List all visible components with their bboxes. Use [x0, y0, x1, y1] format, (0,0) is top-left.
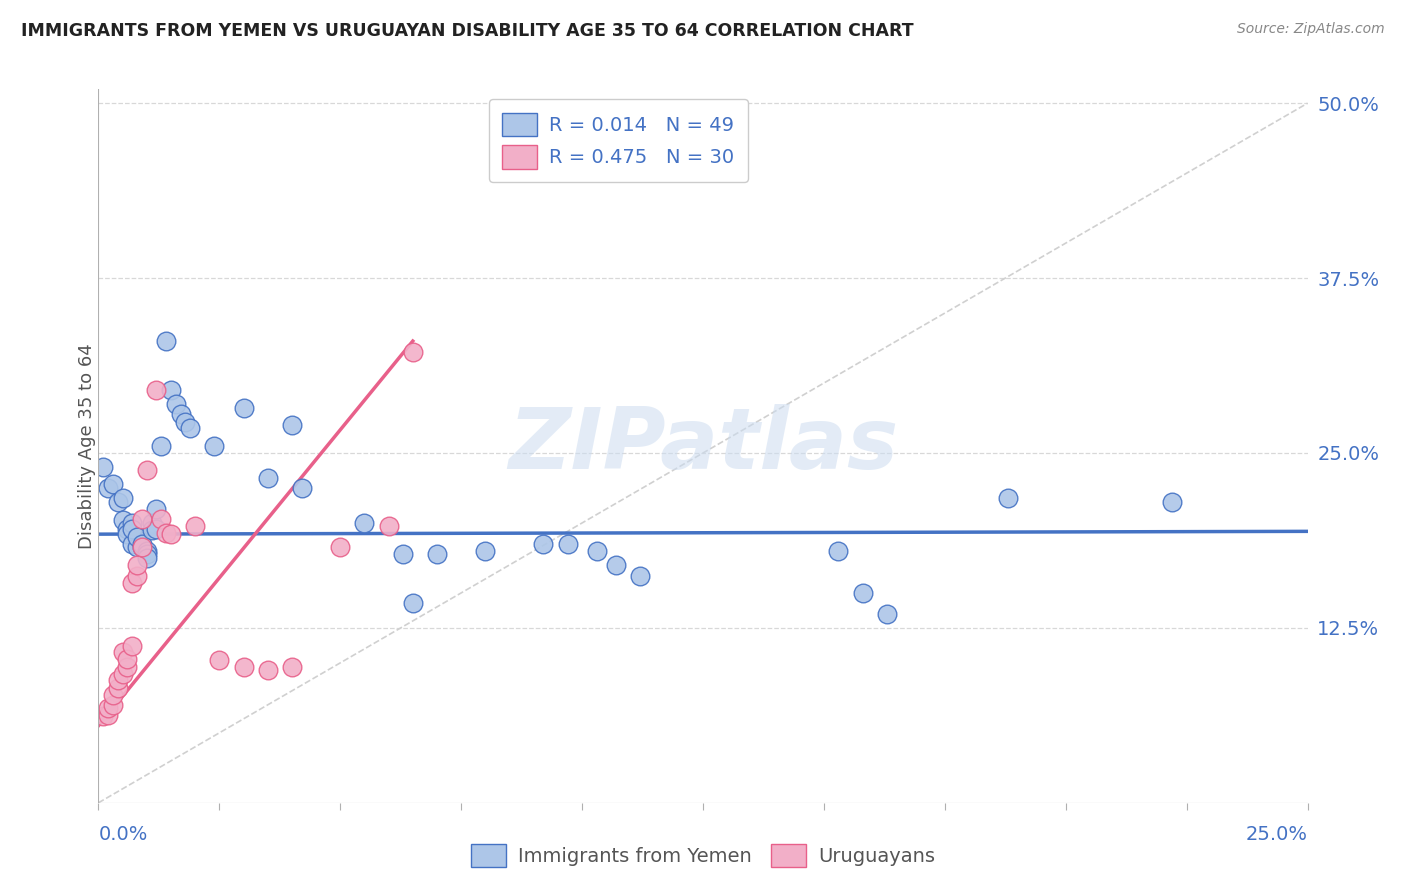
- Point: [628, 569, 651, 583]
- Point: [256, 663, 278, 677]
- Point: [174, 415, 197, 429]
- Point: [141, 516, 163, 530]
- Point: [160, 527, 183, 541]
- Point: [141, 523, 163, 537]
- Point: [101, 476, 124, 491]
- Point: [281, 417, 304, 432]
- Point: [852, 586, 875, 600]
- Point: [127, 540, 149, 554]
- Point: [97, 481, 120, 495]
- Point: [876, 607, 898, 621]
- Point: [145, 502, 167, 516]
- Text: IMMIGRANTS FROM YEMEN VS URUGUAYAN DISABILITY AGE 35 TO 64 CORRELATION CHART: IMMIGRANTS FROM YEMEN VS URUGUAYAN DISAB…: [21, 22, 914, 40]
- Point: [392, 547, 415, 561]
- Point: [145, 383, 167, 397]
- Point: [117, 527, 139, 541]
- Point: [184, 518, 207, 533]
- Text: 25.0%: 25.0%: [1246, 825, 1308, 844]
- Point: [127, 558, 149, 572]
- Point: [256, 471, 278, 485]
- Point: [107, 495, 129, 509]
- Point: [605, 558, 627, 572]
- Point: [121, 516, 143, 530]
- Point: [402, 596, 425, 610]
- Point: [135, 544, 157, 558]
- Point: [150, 512, 173, 526]
- Point: [121, 537, 143, 551]
- Point: [557, 537, 579, 551]
- Point: [111, 667, 134, 681]
- Text: 0.0%: 0.0%: [98, 825, 148, 844]
- Point: [111, 491, 134, 505]
- Point: [232, 660, 254, 674]
- Point: [135, 550, 157, 565]
- Point: [997, 491, 1019, 505]
- Y-axis label: Disability Age 35 to 64: Disability Age 35 to 64: [79, 343, 96, 549]
- Point: [131, 540, 153, 554]
- Point: [204, 439, 226, 453]
- Point: [101, 688, 124, 702]
- Point: [281, 660, 304, 674]
- Point: [474, 544, 496, 558]
- Point: [827, 544, 849, 558]
- Point: [121, 522, 143, 536]
- Point: [117, 660, 139, 674]
- Point: [155, 525, 177, 540]
- Point: [101, 698, 124, 712]
- Point: [402, 345, 425, 359]
- Point: [329, 540, 352, 554]
- Point: [135, 463, 157, 477]
- Point: [91, 709, 114, 723]
- Point: [111, 513, 134, 527]
- Point: [97, 707, 120, 722]
- Point: [353, 516, 375, 530]
- Point: [290, 481, 312, 495]
- Text: ZIPatlas: ZIPatlas: [508, 404, 898, 488]
- Point: [1161, 495, 1184, 509]
- Point: [377, 518, 399, 533]
- Point: [91, 460, 114, 475]
- Point: [165, 397, 187, 411]
- Point: [107, 673, 129, 687]
- Point: [131, 537, 153, 551]
- Point: [160, 383, 183, 397]
- Point: [121, 576, 143, 591]
- Point: [155, 334, 177, 348]
- Point: [531, 537, 554, 551]
- Point: [127, 530, 149, 544]
- Point: [426, 547, 449, 561]
- Text: Source: ZipAtlas.com: Source: ZipAtlas.com: [1237, 22, 1385, 37]
- Point: [179, 421, 201, 435]
- Point: [150, 439, 173, 453]
- Point: [145, 522, 167, 536]
- Point: [232, 401, 254, 416]
- Point: [208, 653, 231, 667]
- Point: [117, 651, 139, 665]
- Point: [117, 522, 139, 536]
- Point: [127, 569, 149, 583]
- Point: [131, 512, 153, 526]
- Point: [111, 645, 134, 659]
- Point: [97, 700, 120, 714]
- Point: [107, 681, 129, 695]
- Point: [131, 540, 153, 554]
- Point: [585, 544, 607, 558]
- Legend: Immigrants from Yemen, Uruguayans: Immigrants from Yemen, Uruguayans: [464, 836, 942, 875]
- Point: [121, 639, 143, 653]
- Point: [169, 407, 191, 421]
- Point: [135, 547, 157, 561]
